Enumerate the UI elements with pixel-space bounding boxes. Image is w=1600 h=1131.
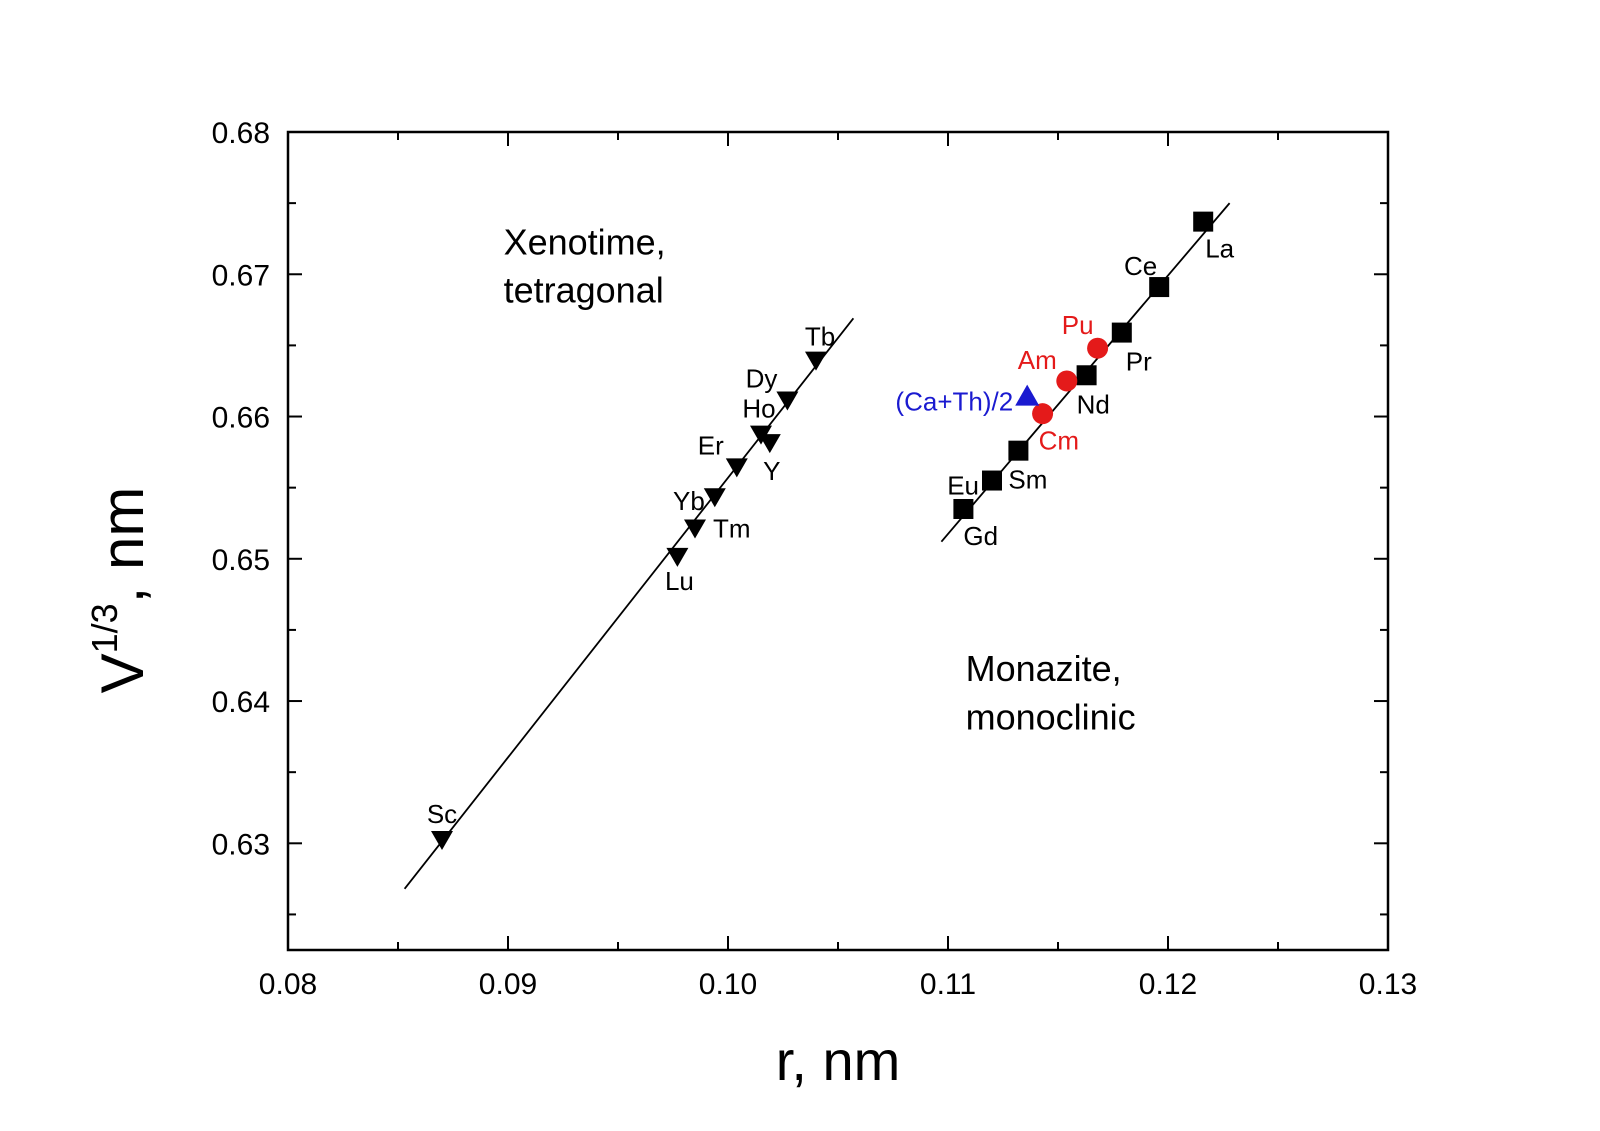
x-tick-label: 0.08 [259, 968, 317, 1001]
annotation-xenotime-line1: Xenotime, [504, 221, 666, 262]
annotation-xenotime-line2: tetragonal [504, 270, 664, 311]
data-point-label-eu: Eu [947, 471, 979, 501]
data-point-er [725, 458, 748, 478]
y-axis-ticks: 0.63 0.64 0.65 0.66 0.67 0.68 [212, 117, 1388, 916]
data-point-label-y: Y [763, 456, 780, 486]
region-annotations: Xenotime, tetragonal Monazite, monoclinic [504, 221, 1136, 737]
data-point-eu [982, 470, 1002, 491]
data-point-sc [431, 831, 453, 851]
data-point-tm [684, 519, 706, 539]
data-point-label-yb: Yb [673, 486, 705, 516]
data-point-label-nd: Nd [1077, 389, 1110, 419]
data-point-tb [805, 351, 827, 371]
data-point-ca-th-2 [1015, 384, 1040, 406]
data-point-label-er: Er [698, 430, 724, 460]
data-point-gd [953, 498, 974, 519]
x-axis-ticks: 0.08 0.09 0.10 0.11 0.12 0.13 [259, 132, 1417, 1001]
data-point-label-pr: Pr [1126, 347, 1152, 377]
x-tick-label: 0.09 [479, 968, 537, 1001]
data-point-label-tm: Tm [713, 513, 751, 543]
data-markers [431, 211, 1214, 851]
data-point-am [1056, 370, 1078, 392]
y-axis-label: V1/3, nm [84, 487, 156, 694]
data-point-pu [1087, 337, 1109, 359]
y-axis-label-tail: , nm [89, 487, 156, 604]
data-point-label-lu: Lu [665, 566, 694, 596]
data-point-cm [1032, 403, 1054, 425]
xenotime-fit-line [403, 317, 855, 890]
data-point-label-sm: Sm [1008, 465, 1047, 495]
y-axis-label-main: V [89, 653, 156, 693]
data-point-label-cm: Cm [1039, 426, 1079, 456]
data-point-label-am: Am [1018, 345, 1057, 375]
y-axis-label-superscript: 1/3 [84, 603, 125, 653]
data-point-ce [1149, 277, 1170, 298]
x-tick-label: 0.13 [1359, 968, 1417, 1001]
data-point-dy [776, 391, 799, 411]
data-point-label-ce: Ce [1124, 251, 1157, 281]
data-point-label-dy: Dy [746, 363, 778, 393]
x-tick-label: 0.10 [699, 968, 757, 1001]
data-point-label-gd: Gd [963, 521, 998, 551]
x-tick-label: 0.11 [920, 968, 976, 1001]
x-tick-label: 0.12 [1139, 968, 1197, 1001]
data-point-label-tb: Tb [805, 322, 835, 352]
data-point-pr [1111, 322, 1132, 343]
annotation-monazite-line2: monoclinic [966, 696, 1136, 737]
y-tick-label: 0.64 [212, 686, 270, 719]
data-point-nd [1076, 365, 1097, 386]
y-tick-label: 0.65 [212, 544, 270, 577]
y-tick-label: 0.68 [212, 117, 270, 150]
data-point-label-ho: Ho [742, 394, 775, 424]
data-point-label-ca-th-2: (Ca+Th)/2 [895, 387, 1013, 417]
data-point-label-la: La [1205, 234, 1234, 264]
y-tick-label: 0.67 [212, 259, 270, 292]
data-point-y [758, 434, 781, 454]
x-axis-label: r, nm [776, 1029, 900, 1092]
y-tick-label: 0.66 [212, 402, 270, 435]
data-point-lu [666, 547, 689, 567]
data-point-label-pu: Pu [1062, 310, 1094, 340]
data-point-yb [703, 488, 726, 508]
data-point-sm [1008, 440, 1029, 461]
y-tick-label: 0.63 [212, 828, 270, 861]
data-point-la [1193, 211, 1214, 232]
annotation-monazite-line1: Monazite, [966, 648, 1122, 689]
data-point-label-sc: Sc [427, 799, 457, 829]
